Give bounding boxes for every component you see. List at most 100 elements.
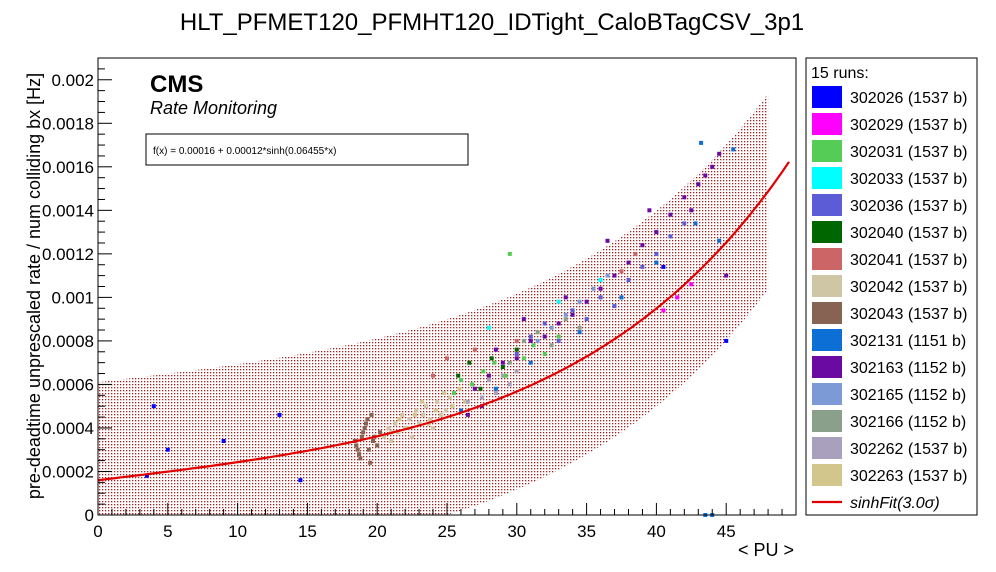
data-point [605, 238, 610, 243]
data-point [410, 434, 415, 439]
data-point [584, 317, 589, 322]
data-point [514, 352, 519, 356]
data-point [654, 251, 659, 256]
data-point [393, 421, 398, 426]
data-point [619, 295, 624, 300]
data-point [654, 230, 659, 235]
legend-swatch [812, 356, 842, 378]
legend-label: 302036 (1537 b) [850, 198, 967, 215]
data-point [435, 399, 440, 404]
x-tick-label: 25 [438, 522, 457, 541]
data-point [577, 325, 582, 330]
data-point [531, 343, 536, 348]
data-point [507, 360, 512, 365]
x-tick-label: 35 [577, 522, 596, 541]
data-point [443, 408, 448, 413]
data-point [428, 417, 433, 422]
fit-formula-box [145, 133, 469, 166]
data-point [514, 347, 519, 352]
data-point [489, 356, 494, 361]
data-point [450, 404, 455, 409]
data-point [481, 369, 486, 374]
data-point [717, 238, 722, 243]
data-point [528, 360, 533, 365]
data-point [492, 360, 497, 365]
data-point [470, 382, 475, 387]
data-point [486, 325, 491, 330]
data-point [696, 182, 701, 187]
x-tick-label: 0 [93, 522, 102, 541]
data-point [598, 278, 603, 282]
legend-swatch [812, 329, 842, 351]
data-point [478, 386, 483, 391]
data-point [682, 195, 687, 200]
legend-swatch [812, 248, 842, 270]
data-point [503, 373, 508, 378]
legend-entries: 302026 (1537 b) 302029 (1537 b) 302031 (15… [812, 86, 967, 512]
data-point [668, 234, 673, 239]
data-point [459, 378, 463, 383]
data-point [717, 151, 722, 156]
data-point [731, 147, 736, 152]
legend-swatch [812, 140, 842, 162]
data-point [591, 286, 596, 291]
fit-formula-text: f(x) = 0.00016 + 0.00012*sinh(0.06455*x) [153, 146, 336, 157]
y-tick-label: 0.001 [51, 288, 94, 307]
y-tick-label: 0.0002 [42, 462, 94, 481]
data-point [549, 325, 554, 330]
data-point [467, 360, 472, 365]
data-point [689, 282, 694, 287]
legend-label: 302040 (1537 b) [850, 225, 967, 242]
data-point [640, 243, 645, 248]
legend-swatch [812, 410, 842, 432]
data-point [366, 447, 371, 452]
data-point [365, 417, 370, 422]
data-point [465, 412, 470, 417]
data-point [417, 421, 422, 426]
data-point [612, 304, 617, 309]
legend-swatch [812, 113, 842, 135]
data-point [389, 439, 394, 443]
y-tick-label: 0.0018 [42, 114, 94, 133]
y-tick-label: 0.0004 [42, 419, 94, 438]
data-point [298, 478, 303, 483]
data-point [369, 412, 374, 417]
legend-label: 302033 (1537 b) [850, 171, 967, 188]
legend-label: 302166 (1152 b) [850, 414, 966, 431]
data-point [598, 295, 603, 300]
fit-curve [97, 161, 790, 482]
data-point [514, 356, 519, 361]
data-point [724, 338, 729, 343]
y-tick-label: 0.0016 [42, 158, 94, 177]
data-point [556, 334, 561, 339]
data-point [619, 269, 624, 274]
data-point [361, 430, 366, 435]
legend-label: 302043 (1537 b) [850, 306, 967, 323]
legend-swatch [812, 86, 842, 108]
data-point [359, 434, 364, 439]
data-point [368, 460, 373, 465]
y-axis-title: pre-deadtime unprescaled rate / num coll… [24, 73, 44, 499]
data-point [563, 295, 568, 300]
data-point [433, 408, 438, 413]
data-point [633, 251, 638, 256]
data-point [626, 278, 631, 282]
legend-label: 302041 (1537 b) [850, 252, 967, 269]
data-point [668, 212, 673, 217]
legend-header: 15 runs: [811, 65, 869, 82]
data-point [479, 395, 484, 400]
y-tick-label: 0.002 [51, 71, 94, 90]
chart-title: HLT_PFMET120_PFMHT120_IDTight_CaloBTagCS… [180, 9, 804, 36]
data-points [144, 140, 736, 517]
data-point [584, 299, 589, 304]
data-point [439, 412, 444, 417]
x-tick-label: 30 [507, 522, 526, 541]
data-point [493, 391, 498, 396]
data-point [419, 399, 424, 404]
x-tick-label: 5 [163, 522, 172, 541]
data-point [563, 312, 568, 317]
data-point [463, 399, 468, 404]
data-point [144, 473, 149, 478]
data-point [724, 273, 729, 278]
x-axis: 0 5 10 15 20 25 30 35 40 45 [93, 503, 783, 541]
